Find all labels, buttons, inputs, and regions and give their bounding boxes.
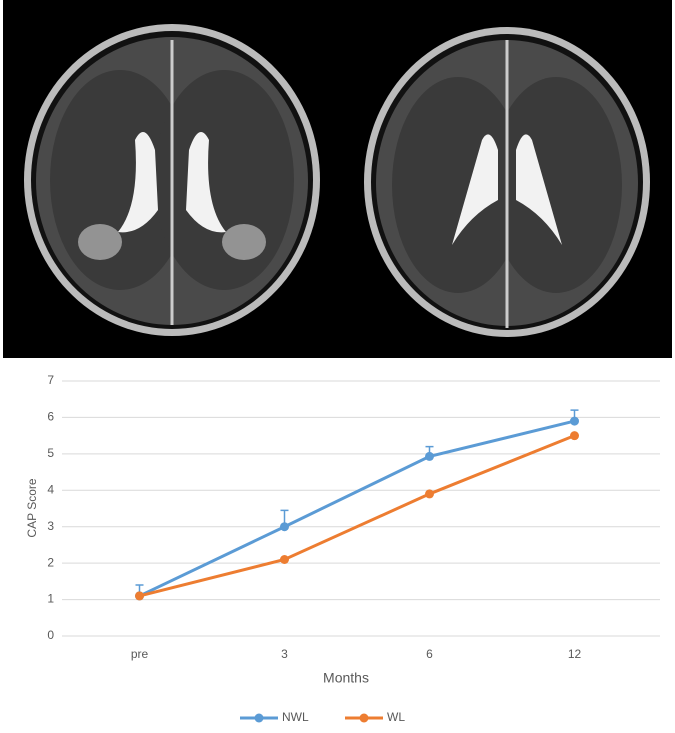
x-tick-label: 6 — [426, 647, 433, 661]
ventricle — [452, 134, 498, 245]
legend-marker — [359, 713, 369, 723]
series-line — [139, 434, 576, 598]
hemisphere-right — [490, 77, 622, 293]
data-point — [135, 591, 144, 601]
hemisphere-right — [154, 70, 294, 290]
x-tick-label: 12 — [568, 647, 582, 661]
legend-label: WL — [387, 710, 405, 724]
mri-panel — [3, 0, 672, 358]
y-tick-label: 6 — [47, 410, 54, 424]
y-tick-label: 2 — [47, 555, 54, 569]
data-point — [425, 451, 434, 461]
data-point — [280, 522, 289, 532]
y-tick-label: 4 — [47, 482, 54, 496]
data-point — [570, 431, 579, 441]
x-tick-label: 3 — [281, 647, 288, 661]
y-tick-label: 3 — [47, 519, 54, 533]
hemisphere-left — [392, 77, 524, 293]
legend-marker — [254, 713, 264, 723]
ventricle — [186, 132, 226, 233]
data-point — [425, 489, 434, 499]
y-tick-label: 7 — [47, 373, 54, 387]
y-tick-label: 1 — [47, 592, 54, 606]
data-point — [570, 416, 579, 426]
y-tick-label: 5 — [47, 446, 54, 460]
ventricle — [118, 132, 158, 233]
ventricle — [516, 134, 562, 245]
x-axis-label: Months — [323, 670, 369, 686]
lesion — [78, 224, 122, 260]
y-axis-label: CAP Score — [25, 478, 39, 537]
lesion — [222, 224, 266, 260]
legend-label: NWL — [282, 710, 309, 724]
y-tick-label: 0 — [47, 628, 54, 642]
x-tick-label: pre — [131, 647, 149, 661]
data-point — [280, 555, 289, 564]
series-line — [138, 419, 575, 598]
